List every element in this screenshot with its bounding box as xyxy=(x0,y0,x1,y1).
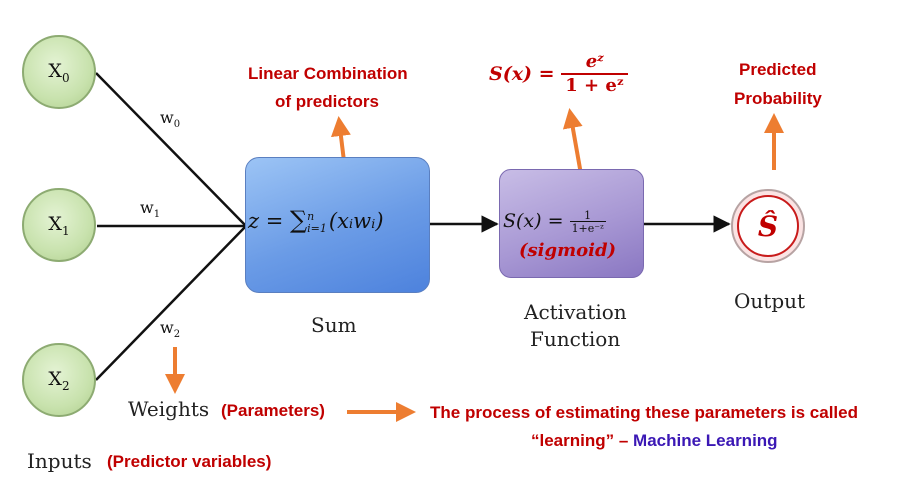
activation-formula: S(x) = 1 1+e⁻ᶻ xyxy=(503,209,606,235)
sum-label: Sum xyxy=(311,313,357,337)
predicted-line1: Predicted xyxy=(739,60,817,79)
x2-label: X2 xyxy=(48,367,70,393)
predicted-line2: Probability xyxy=(734,89,822,108)
learning-line1: The process of estimating these paramete… xyxy=(430,403,858,422)
x0-label: X0 xyxy=(48,59,70,85)
input-node-x0: X0 xyxy=(22,35,96,109)
orange-arrow-sigmoid xyxy=(562,108,584,181)
weight-w1-label: w1 xyxy=(140,198,161,221)
parameters-label: (Parameters) xyxy=(221,401,325,420)
input-node-x1: X1 xyxy=(22,188,96,262)
output-symbol: Ŝ xyxy=(737,195,799,257)
weights-label: Weights xyxy=(128,397,210,421)
predictor-variables-label: (Predictor variables) xyxy=(107,452,272,471)
activation-label-line2: Function xyxy=(530,327,621,351)
weight-w0-label: w0 xyxy=(160,108,181,131)
input-node-x2: X2 xyxy=(22,343,96,417)
weight-w2-label: w2 xyxy=(160,318,181,341)
activation-box xyxy=(499,169,644,278)
machine-learning-text: Machine Learning xyxy=(633,431,778,450)
edge-x2-to-sum xyxy=(95,225,247,381)
sum-formula: z = ∑n i=1(xᵢwᵢ) xyxy=(248,206,384,235)
sigmoid-name: (sigmoid) xyxy=(519,240,617,261)
sum-box xyxy=(245,157,430,293)
linear-combination-line2: of predictors xyxy=(275,92,379,111)
learning-line2: “learning” – Machine Learning xyxy=(531,431,778,450)
output-node: Ŝ xyxy=(731,189,805,263)
output-label: Output xyxy=(734,289,806,313)
activation-label-line1: Activation xyxy=(524,300,627,324)
sigmoid-equation-annotation: S(x) = eᶻ 1 + eᶻ xyxy=(489,50,629,98)
inputs-label: Inputs xyxy=(27,449,92,473)
linear-combination-line1: Linear Combination xyxy=(248,64,408,83)
edge-x0-to-sum xyxy=(95,72,247,227)
x1-label: X1 xyxy=(48,212,70,238)
